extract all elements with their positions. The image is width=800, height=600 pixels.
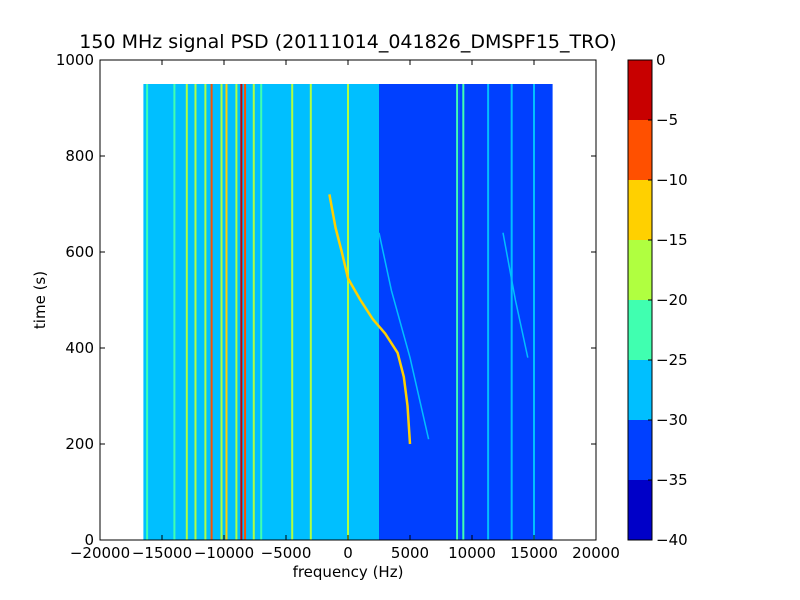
colorbar-tick-label: −30 <box>656 411 688 429</box>
faint-doppler-curve-0 <box>378 232 430 440</box>
colorbar: −40 −35 −30 −25 −20 −15 −10 −5 0 <box>627 51 688 549</box>
x-tick-label: 20000 <box>572 544 620 562</box>
y-axis-ticks: 0 200 400 600 800 1000 <box>56 51 596 549</box>
colorbar-band <box>628 420 652 480</box>
x-tick-label: −20000 <box>70 544 130 562</box>
colorbar-tick-label: −25 <box>656 351 688 369</box>
colorbar-tick-label: 0 <box>656 51 666 69</box>
colorbar-tick-label: −5 <box>656 111 678 129</box>
faint-doppler-curve-1 <box>502 232 529 358</box>
y-tick-label: 1000 <box>56 51 94 69</box>
colorbar-tick-label: −40 <box>656 531 688 549</box>
x-axis-ticks: −20000 −15000 −10000 −5000 0 5000 10000 15000 20… <box>70 60 620 562</box>
x-tick-label: −5000 <box>261 544 312 562</box>
colorbar-tick-label: −10 <box>656 171 688 189</box>
spectrogram-data <box>143 84 553 540</box>
colorbar-tick-label: −15 <box>656 231 688 249</box>
colorbar-band <box>628 180 652 240</box>
x-tick-label: 5000 <box>391 544 429 562</box>
y-tick-label: 800 <box>65 147 94 165</box>
x-axis-label: frequency (Hz) <box>293 563 404 581</box>
x-tick-label: 15000 <box>510 544 558 562</box>
y-tick-label: 600 <box>65 243 94 261</box>
colorbar-band <box>628 480 652 540</box>
colorbar-band <box>628 120 652 180</box>
background-region-1 <box>379 84 460 540</box>
colorbar-band <box>628 360 652 420</box>
colorbar-band <box>628 240 652 300</box>
colorbar-tick-label: −20 <box>656 291 688 309</box>
x-tick-label: 0 <box>343 544 353 562</box>
colorbar-band <box>628 300 652 360</box>
x-tick-label: 10000 <box>448 544 496 562</box>
colorbar-band <box>628 60 652 120</box>
y-axis-label: time (s) <box>31 271 49 329</box>
satellite-doppler-curve <box>328 194 412 445</box>
background-region-2 <box>459 84 553 540</box>
chart-title: 150 MHz signal PSD (20111014_041826_DMSP… <box>79 31 616 53</box>
colorbar-tick-label: −35 <box>656 471 688 489</box>
y-tick-label: 200 <box>65 435 94 453</box>
y-tick-label: 400 <box>65 339 94 357</box>
y-tick-label: 0 <box>84 531 94 549</box>
x-tick-label: −15000 <box>132 544 192 562</box>
x-tick-label: −10000 <box>194 544 254 562</box>
